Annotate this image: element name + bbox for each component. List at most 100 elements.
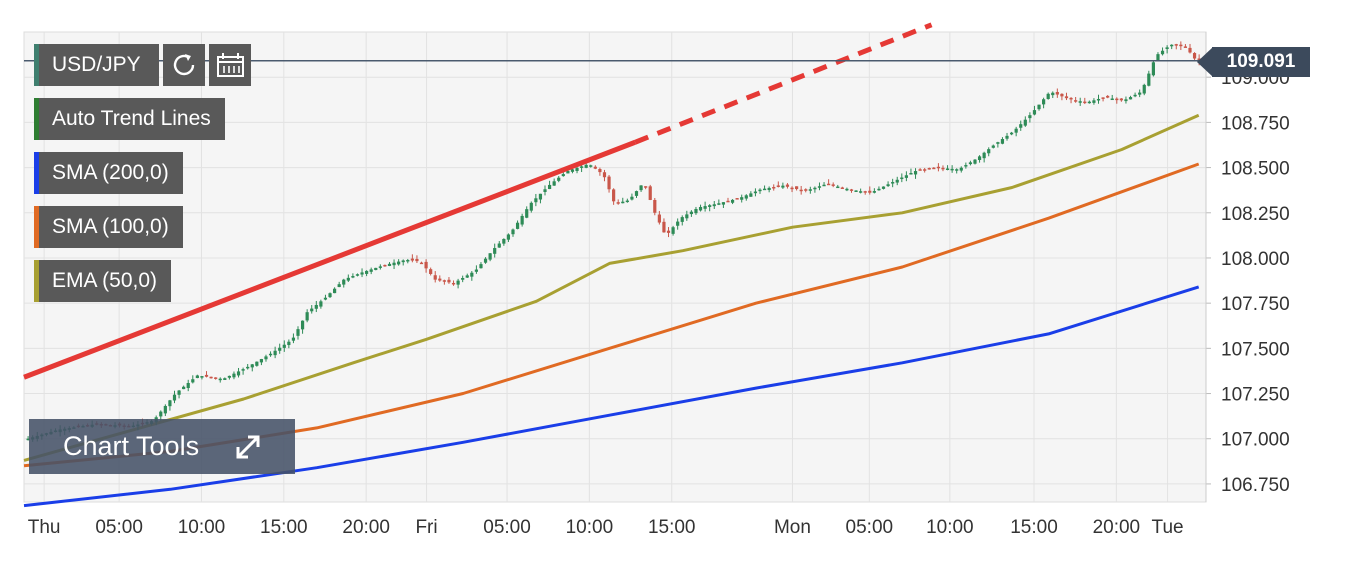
- legend-auto-trend-lines[interactable]: Auto Trend Lines: [34, 98, 225, 140]
- candle-body: [529, 202, 533, 211]
- candle-body: [593, 166, 597, 169]
- candle-body: [433, 275, 437, 280]
- candle-body: [840, 187, 844, 189]
- calendar-button[interactable]: [209, 44, 251, 86]
- candle-body: [442, 280, 446, 282]
- candle-body: [648, 186, 652, 200]
- candle-body: [689, 211, 693, 215]
- candle-body: [337, 284, 341, 288]
- symbol-swatch: [34, 44, 39, 86]
- candle-body: [332, 288, 337, 294]
- candle-body: [255, 361, 259, 366]
- candle-body: [849, 189, 854, 191]
- candle-body: [195, 375, 199, 379]
- x-tick-label: 15:00: [260, 517, 308, 538]
- chart-tools-button[interactable]: Chart Tools: [29, 419, 295, 474]
- candle-body: [749, 193, 753, 197]
- candle-body: [525, 209, 529, 218]
- candle-body: [950, 168, 954, 171]
- candle-body: [891, 182, 895, 184]
- x-tick-label: Thu: [28, 517, 61, 538]
- symbol-button[interactable]: USD/JPY: [34, 44, 159, 86]
- candle-body: [506, 234, 511, 240]
- candle-body: [451, 282, 456, 285]
- candle-body: [365, 270, 369, 274]
- candle-body: [305, 312, 309, 321]
- candle-body: [827, 183, 831, 186]
- candle-body: [612, 189, 616, 202]
- candle-body: [204, 374, 209, 377]
- legend-sma-200[interactable]: SMA (200,0): [34, 152, 183, 194]
- candle-body: [1124, 99, 1128, 102]
- candle-body: [589, 165, 593, 167]
- candle-body: [680, 217, 684, 222]
- candle-body: [598, 169, 602, 173]
- candle-body: [781, 185, 785, 188]
- candle-body: [817, 186, 822, 188]
- candle-body: [259, 359, 264, 363]
- candle-body: [730, 199, 735, 203]
- candle-body: [1142, 84, 1146, 94]
- candle-body: [474, 269, 478, 272]
- candle-body: [241, 369, 245, 371]
- candle-body: [300, 320, 305, 330]
- y-tick-label: 108.500: [1221, 159, 1290, 180]
- candle-body: [177, 390, 181, 395]
- candle-body: [1028, 115, 1032, 119]
- legend-sma-100[interactable]: SMA (100,0): [34, 206, 183, 248]
- candle-body: [387, 263, 392, 266]
- candle-body: [1005, 135, 1009, 139]
- candle-body: [804, 189, 808, 191]
- series-line-ema-50-0-: [23, 113, 1200, 462]
- x-tick-label: 10:00: [178, 517, 226, 538]
- candle-body: [502, 238, 506, 244]
- candle-body: [1046, 93, 1050, 99]
- candle-body: [273, 350, 277, 356]
- candle-body: [493, 248, 497, 254]
- candle-body: [785, 184, 790, 187]
- candle-body: [1165, 47, 1169, 49]
- candle-body: [968, 162, 973, 165]
- y-tick-label: 107.250: [1221, 385, 1290, 406]
- candle-body: [794, 186, 799, 190]
- candle-body: [776, 185, 780, 187]
- y-tick-label: 108.750: [1221, 113, 1290, 134]
- candle-body: [310, 308, 314, 312]
- candle-body: [1151, 62, 1155, 76]
- candle-body: [1160, 50, 1165, 55]
- candle-body: [465, 275, 469, 278]
- candle-body: [1110, 98, 1114, 101]
- candle-body: [904, 175, 908, 178]
- candle-body: [859, 191, 863, 193]
- x-tick-label: 15:00: [648, 517, 696, 538]
- candle-body: [923, 169, 927, 171]
- candle-body: [319, 301, 323, 307]
- candle-body: [1179, 44, 1183, 47]
- candle-body: [822, 184, 826, 187]
- candle-body: [1156, 54, 1160, 61]
- candle-body: [1147, 73, 1151, 86]
- candle-body: [209, 376, 213, 379]
- candle-body: [1060, 93, 1064, 97]
- x-tick-label: 20:00: [1093, 517, 1141, 538]
- candle-body: [1042, 99, 1046, 105]
- series-line-sma-200-0-: [23, 285, 1200, 508]
- candle-body: [328, 293, 332, 298]
- candle-body: [895, 179, 899, 183]
- candle-body: [172, 394, 177, 401]
- candle-body: [547, 184, 552, 190]
- candle-body: [584, 164, 588, 168]
- legend-ema-50[interactable]: EMA (50,0): [34, 260, 172, 302]
- candle-body: [410, 258, 414, 261]
- candle-body: [973, 159, 977, 164]
- refresh-button[interactable]: [163, 44, 205, 86]
- candle-body: [1078, 101, 1082, 103]
- x-tick-label: 05:00: [846, 517, 894, 538]
- y-tick-label: 106.750: [1221, 475, 1290, 496]
- candle-body: [1183, 46, 1188, 48]
- y-tick-label: 107.750: [1221, 294, 1290, 315]
- candle-body: [511, 229, 515, 235]
- candle-body: [932, 167, 936, 170]
- candle-body: [374, 267, 378, 271]
